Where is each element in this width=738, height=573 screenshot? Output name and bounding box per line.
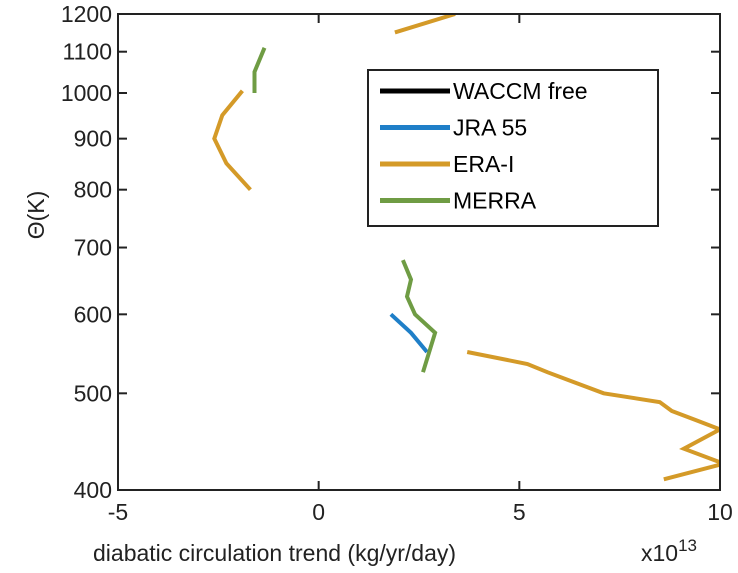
y-tick-label: 500 [74, 380, 112, 406]
axes: 400 500 600 700 800 900 1000 1100 1200 -5 0 5 10 [61, 1, 733, 525]
y-tick-label: 600 [74, 301, 112, 327]
series-line-era-i-1 [466, 350, 720, 482]
y-tick-label: 1200 [61, 1, 112, 27]
legend-label-jra-55: JRA 55 [453, 115, 527, 141]
y-tick-label: 400 [74, 477, 112, 503]
y-axis-title: Θ(K) [23, 191, 49, 240]
y-tick-label: 700 [74, 235, 112, 261]
axis-titles: diabatic circulation trend (kg/yr/day) x… [23, 191, 697, 566]
series-line-jra-55-1 [389, 312, 429, 354]
plot-area [212, 14, 720, 482]
legend-label-merra: MERRA [453, 188, 537, 214]
series-line-era-i-3 [394, 14, 456, 35]
x-tick-label: 0 [312, 499, 325, 525]
x-axis-title: diabatic circulation trend (kg/yr/day) [93, 540, 456, 566]
legend-label-era-i: ERA-I [453, 151, 514, 177]
y-tick-label: 800 [74, 177, 112, 203]
y-tick-label: 1000 [61, 80, 112, 106]
series-line-merra-1 [401, 259, 438, 373]
legend: WACCM free JRA 55 ERA-I MERRA [367, 69, 659, 227]
series-lines [212, 14, 720, 482]
series-line-merra-2 [252, 47, 267, 93]
y-tick-label: 1100 [63, 39, 112, 65]
x-tick-label: -5 [108, 499, 128, 525]
series-line-era-i-2 [212, 89, 252, 192]
x-tick-label: 10 [707, 499, 733, 525]
legend-label-waccm-free: WACCM free [453, 78, 588, 104]
axes-frame [117, 13, 721, 491]
x-axis-multiplier: x1013 [641, 536, 697, 566]
x-tick-label: 5 [513, 499, 526, 525]
y-tick-label: 900 [74, 126, 112, 152]
